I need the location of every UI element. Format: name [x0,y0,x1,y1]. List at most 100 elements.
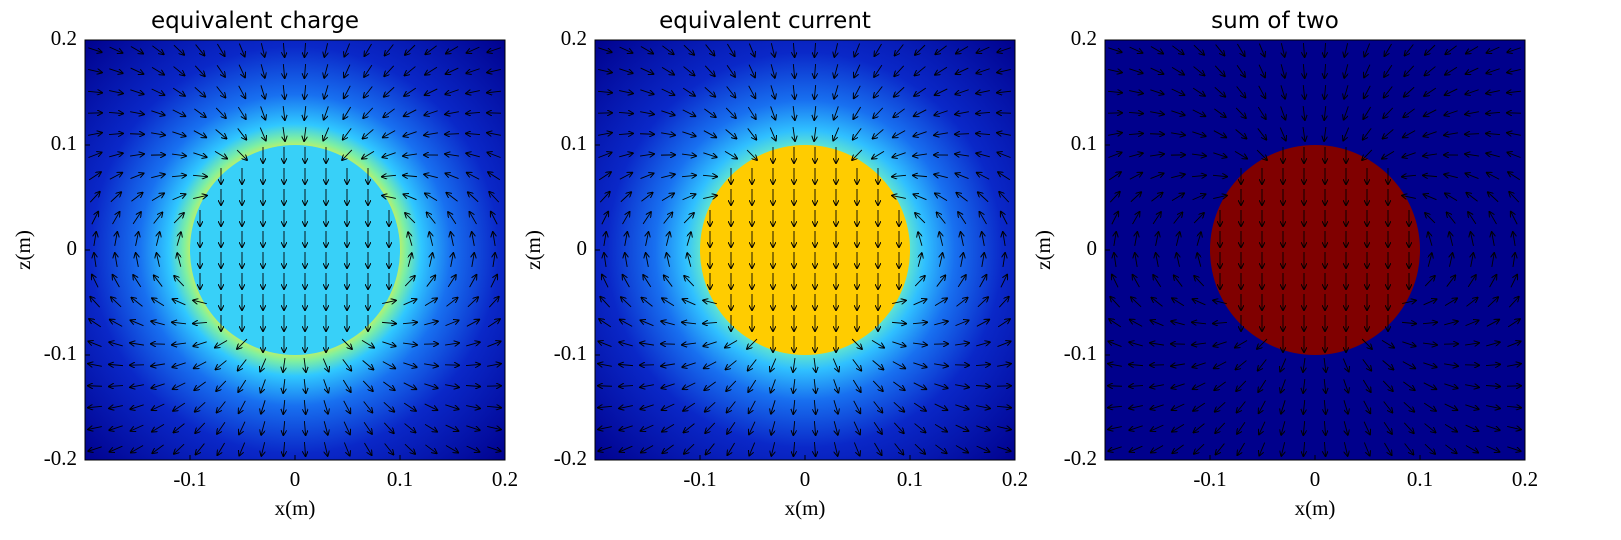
arrow [425,88,438,95]
arrow [604,232,606,246]
y-tick-label: -0.1 [44,341,77,365]
arrow [936,275,945,287]
arrow [1363,442,1369,456]
arrow [1258,85,1266,98]
arrow [1486,153,1500,157]
arrow [1133,275,1140,288]
arrow [1236,380,1247,391]
arrow [1507,364,1521,367]
arrow [623,275,630,288]
arrow [1445,45,1457,54]
arrow [424,174,438,177]
arrow [383,381,394,390]
arrow [914,276,925,287]
arrow [854,85,861,98]
arrow [381,322,396,323]
arrow [1213,195,1227,198]
arrow [151,193,164,202]
arrow [217,442,225,455]
arrow [1424,443,1435,454]
arrow [682,109,695,116]
arrow [174,443,185,454]
arrow [914,194,927,201]
arrow [1486,133,1501,134]
arrow [382,300,396,303]
arrow [1213,341,1227,346]
arrow [491,212,498,225]
arrow [705,401,716,411]
arrow [446,298,457,307]
arrow [1192,154,1206,156]
arrow [1192,109,1205,116]
arrow [619,425,633,430]
arrow [1444,321,1458,325]
arrow [1362,359,1371,370]
arrow [130,89,143,94]
arrow [1151,193,1162,202]
arrow [771,64,775,78]
arrow [814,420,815,435]
arrow [151,88,165,95]
x-tick-label: 0.2 [492,467,518,491]
arrow [1193,44,1204,55]
arrow [1213,152,1226,157]
arrow [934,174,948,177]
arrow [642,298,653,307]
arrow [130,385,144,388]
arrow [1234,151,1247,158]
arrow [1344,442,1347,456]
arrow [466,425,479,430]
arrow [112,212,120,225]
arrow [955,445,968,452]
arrow [683,66,695,76]
arrow [1445,193,1458,201]
arrow [115,253,117,267]
arrow [424,298,437,307]
arrow [1465,134,1480,135]
arrow [1108,47,1121,52]
arrow [109,425,123,430]
arrow [1107,91,1122,92]
x-tick-label: 0.1 [387,467,413,491]
x-tick-label: 0.2 [1512,467,1538,491]
arrow [976,445,990,452]
arrow [304,378,306,393]
arrow [1403,401,1414,411]
arrow [1344,421,1348,435]
arrow [364,64,373,77]
arrow [1403,422,1413,433]
arrow [1214,108,1225,117]
arrow [598,341,612,347]
arrow [1403,108,1415,117]
arrow [814,358,816,372]
arrow [1129,386,1144,387]
arrow [1114,253,1116,267]
arrow [403,154,417,156]
arrow [1114,232,1116,246]
arrow [1150,404,1164,409]
arrow [403,382,416,389]
arrow [621,297,632,308]
arrow [646,253,649,267]
arrow [893,130,906,138]
arrow [1507,319,1520,328]
arrow [1153,275,1162,288]
arrow [834,106,839,119]
arrow [403,175,418,176]
arrow [216,380,227,391]
arrow [749,400,756,413]
arrow [131,193,142,202]
arrow [793,420,794,435]
arrow [934,383,947,388]
arrow [383,401,394,411]
arrow [1492,232,1495,246]
arrow [304,63,305,78]
arrow [1150,173,1163,180]
arrow [465,364,480,365]
arrow [424,110,438,116]
arrow [91,212,98,225]
arrow [109,91,123,94]
arrow [976,133,991,134]
arrow [1508,297,1518,308]
